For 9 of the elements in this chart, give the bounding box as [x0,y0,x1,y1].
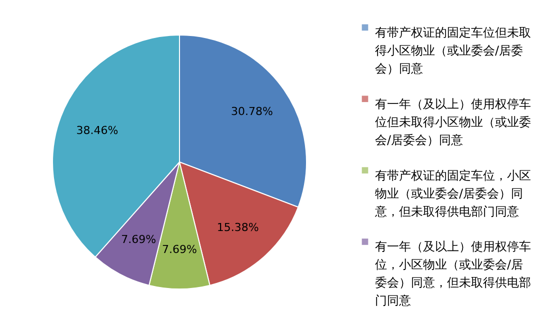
legend-label: 有带产权证的固定车位，小区物业（或业委会/居委会）同意，但未取得供电部门同意 [374,168,531,218]
data-label: 7.69% [121,232,156,246]
data-label: 38.46% [76,124,118,137]
legend-label: 有一年（及以上）使用权停车位，小区物业（或业委会/居委会）同意，但未取得供电部门同意 [375,240,531,308]
legend-label: 有一年（及以上）使用权停车位但未取得小区物业（或业委会/居委会）同意 [375,96,531,147]
data-label: 7.69% [162,243,197,256]
data-label: 15.38% [216,220,259,234]
legend-label: 有带产权证的固定车位但未取得小区物业（或业委会/居委会）同意 [375,25,531,76]
data-label: 30.78% [230,105,273,118]
